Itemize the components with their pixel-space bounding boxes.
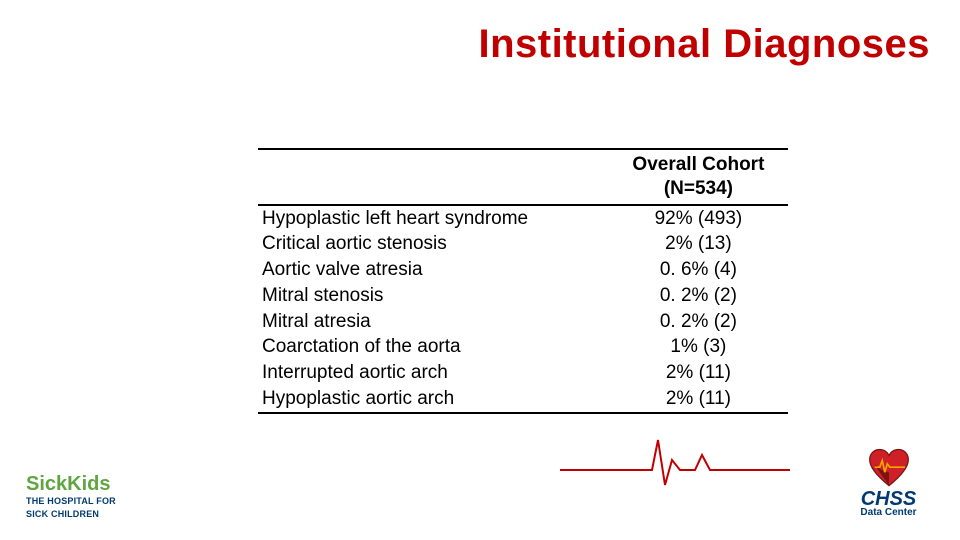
sickkids-sub-1: THE HOSPITAL FOR	[26, 497, 176, 507]
table-header-cohort-1: Overall Cohort	[609, 149, 788, 177]
footer: SickKids THE HOSPITAL FOR SICK CHILDREN …	[0, 446, 960, 526]
table-row: Mitral atresia0. 2% (2)	[258, 309, 788, 335]
chss-logo-sub: Data Center	[841, 507, 936, 518]
diagnosis-label: Mitral stenosis	[258, 283, 609, 309]
table-row: Coarctation of the aorta1% (3)	[258, 334, 788, 360]
diagnosis-value: 2% (13)	[609, 231, 788, 257]
table-header-blank	[258, 149, 609, 177]
diagnosis-value: 0. 6% (4)	[609, 257, 788, 283]
diagnosis-label: Coarctation of the aorta	[258, 334, 609, 360]
diagnosis-label: Hypoplastic aortic arch	[258, 386, 609, 413]
diagnosis-value: 92% (493)	[609, 205, 788, 232]
diagnosis-value: 2% (11)	[609, 386, 788, 413]
table-header-cohort-2: (N=534)	[609, 177, 788, 205]
page-title: Institutional Diagnoses	[478, 22, 930, 67]
slide: Institutional Diagnoses Overall Cohort (…	[0, 0, 960, 540]
diagnosis-value: 0. 2% (2)	[609, 283, 788, 309]
diagnosis-label: Hypoplastic left heart syndrome	[258, 205, 609, 232]
heart-icon	[868, 448, 910, 488]
ecg-icon	[560, 430, 790, 490]
sickkids-sub-2: SICK CHILDREN	[26, 510, 176, 520]
table-row: Mitral stenosis0. 2% (2)	[258, 283, 788, 309]
diagnosis-value: 2% (11)	[609, 360, 788, 386]
sickkids-logo: SickKids THE HOSPITAL FOR SICK CHILDREN	[26, 474, 176, 520]
diagnosis-label: Mitral atresia	[258, 309, 609, 335]
diagnoses-table: Overall Cohort (N=534) Hypoplastic left …	[258, 148, 788, 414]
chss-logo-text: CHSS	[841, 490, 936, 508]
diagnosis-value: 0. 2% (2)	[609, 309, 788, 335]
diagnosis-label: Critical aortic stenosis	[258, 231, 609, 257]
table-row: Hypoplastic left heart syndrome92% (493)	[258, 205, 788, 232]
table-row: Interrupted aortic arch2% (11)	[258, 360, 788, 386]
diagnosis-label: Aortic valve atresia	[258, 257, 609, 283]
table-row: Critical aortic stenosis2% (13)	[258, 231, 788, 257]
sickkids-logo-text: SickKids	[26, 474, 110, 494]
table-row: Aortic valve atresia0. 6% (4)	[258, 257, 788, 283]
table-row: Hypoplastic aortic arch2% (11)	[258, 386, 788, 413]
chss-logo: CHSS Data Center	[841, 448, 936, 518]
diagnosis-value: 1% (3)	[609, 334, 788, 360]
diagnosis-label: Interrupted aortic arch	[258, 360, 609, 386]
table-header-blank-2	[258, 177, 609, 205]
